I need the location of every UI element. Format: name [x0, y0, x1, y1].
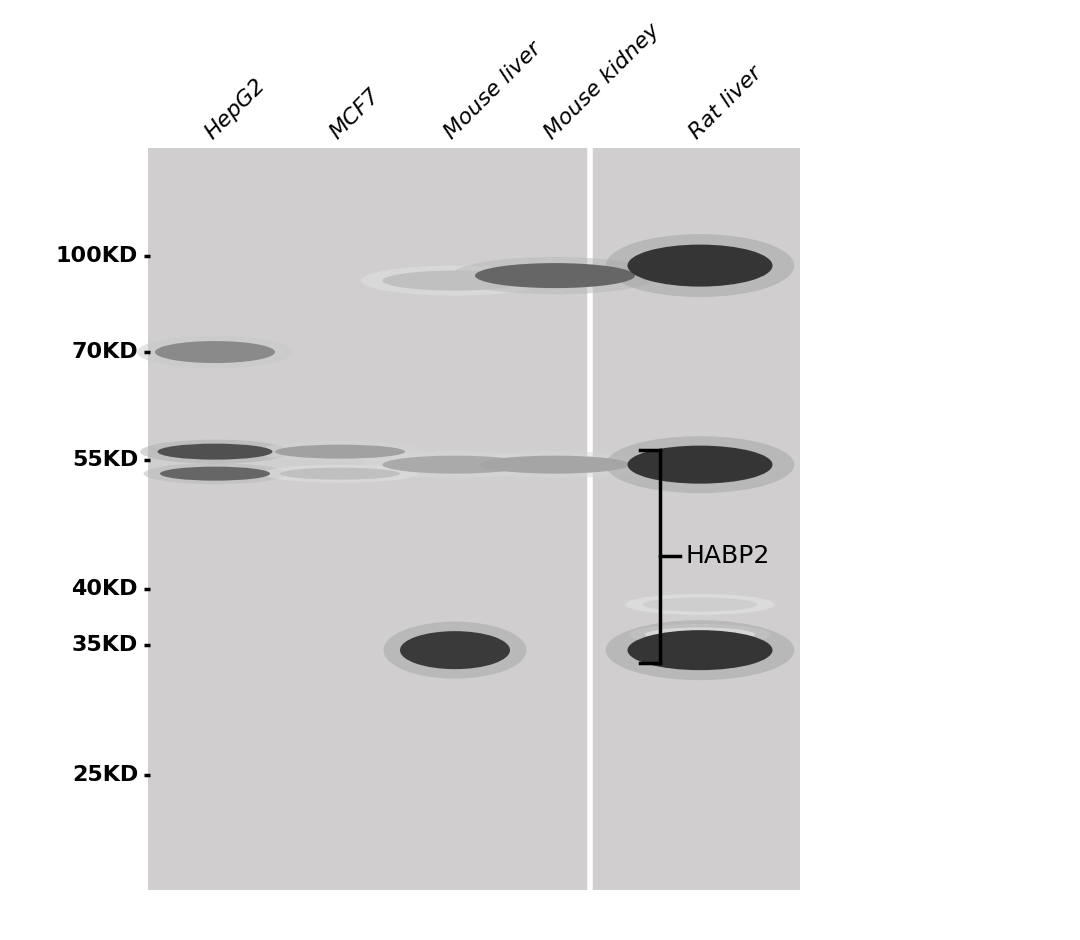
- Ellipse shape: [458, 451, 652, 478]
- Ellipse shape: [361, 451, 550, 478]
- Ellipse shape: [606, 620, 794, 681]
- Ellipse shape: [606, 234, 794, 297]
- Ellipse shape: [382, 456, 527, 474]
- Bar: [148, 148, 800, 890]
- Ellipse shape: [627, 244, 772, 287]
- Ellipse shape: [361, 266, 550, 295]
- Ellipse shape: [625, 594, 774, 615]
- Ellipse shape: [160, 466, 270, 480]
- Ellipse shape: [262, 464, 418, 482]
- Text: 55KD: 55KD: [71, 449, 138, 470]
- Ellipse shape: [451, 257, 659, 294]
- Ellipse shape: [606, 436, 794, 494]
- Ellipse shape: [256, 441, 424, 462]
- Ellipse shape: [383, 621, 527, 679]
- Ellipse shape: [140, 440, 289, 463]
- Text: Mouse liver: Mouse liver: [441, 39, 545, 143]
- Ellipse shape: [627, 630, 772, 670]
- Ellipse shape: [280, 467, 400, 479]
- Text: 35KD: 35KD: [71, 635, 138, 655]
- Text: HepG2: HepG2: [201, 75, 269, 143]
- Ellipse shape: [400, 631, 510, 669]
- Ellipse shape: [158, 444, 272, 460]
- Text: Rat liver: Rat liver: [686, 63, 766, 143]
- Text: 100KD: 100KD: [56, 245, 138, 266]
- Text: Mouse kidney: Mouse kidney: [541, 21, 663, 143]
- Ellipse shape: [627, 446, 772, 484]
- Text: 25KD: 25KD: [71, 765, 138, 785]
- Ellipse shape: [645, 628, 755, 641]
- Ellipse shape: [137, 336, 293, 368]
- Ellipse shape: [629, 624, 771, 645]
- Ellipse shape: [275, 445, 405, 459]
- Ellipse shape: [144, 463, 286, 484]
- Ellipse shape: [643, 598, 757, 612]
- Text: HABP2: HABP2: [686, 544, 770, 569]
- Ellipse shape: [156, 341, 275, 363]
- Text: 70KD: 70KD: [71, 342, 138, 362]
- Text: 40KD: 40KD: [71, 579, 138, 600]
- Ellipse shape: [382, 271, 527, 290]
- Ellipse shape: [480, 456, 630, 474]
- Text: MCF7: MCF7: [326, 86, 383, 143]
- Ellipse shape: [475, 263, 635, 288]
